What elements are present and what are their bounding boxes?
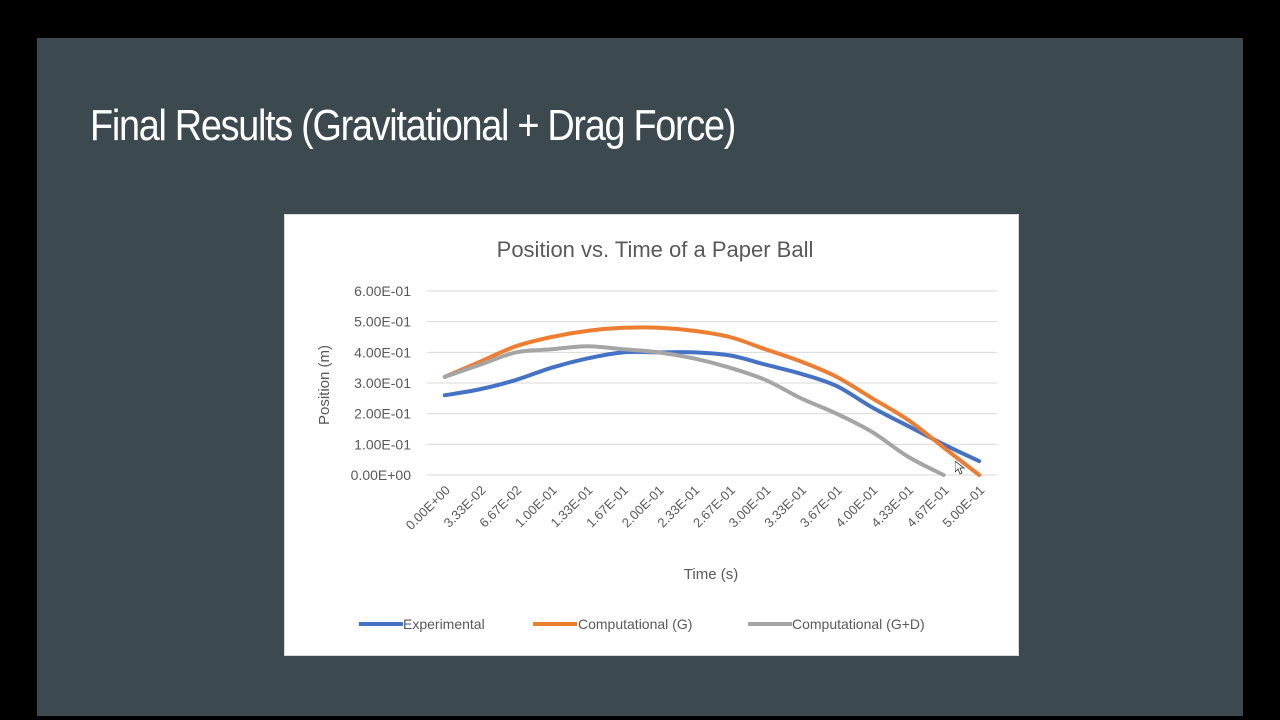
series-lines — [442, 325, 982, 477]
x-axis-tick-labels: 0.00E+003.33E-026.67E-021.00E-011.33E-01… — [403, 483, 988, 533]
legend-item-experimental[interactable]: Experimental — [359, 616, 485, 632]
legend: Experimental Computational (G) Computati… — [359, 616, 925, 632]
series-line-experimental[interactable] — [442, 349, 982, 464]
series-line-computational-g-d[interactable] — [442, 344, 946, 477]
y-tick-label: 3.00E-01 — [354, 375, 411, 391]
legend-item-computational-g-d[interactable]: Computational (G+D) — [748, 616, 925, 632]
slide-title: Final Results (Gravitational + Drag Forc… — [90, 101, 736, 150]
series-line-computational-g[interactable] — [442, 325, 982, 477]
svg-text:Computational (G): Computational (G) — [578, 616, 692, 632]
y-tick-label: 2.00E-01 — [354, 406, 411, 422]
y-axis-tick-labels: 0.00E+00 1.00E-01 2.00E-01 3.00E-01 4.00E-01… — [351, 283, 412, 483]
y-tick-label: 4.00E-01 — [354, 344, 411, 360]
svg-text:Computational (G+D): Computational (G+D) — [792, 616, 925, 632]
slide: Final Results (Gravitational + Drag Forc… — [37, 38, 1243, 716]
y-axis-label: Position (m) — [316, 345, 333, 425]
svg-text:Experimental: Experimental — [403, 616, 485, 632]
chart-title: Position vs. Time of a Paper Ball — [497, 237, 814, 262]
y-tick-label: 0.00E+00 — [351, 467, 412, 483]
chart-container[interactable]: Position vs. Time of a Paper Ball 0.00E+… — [284, 214, 1019, 656]
x-axis-label: Time (s) — [684, 566, 738, 583]
y-tick-label: 1.00E-01 — [354, 436, 411, 452]
y-tick-label: 5.00E-01 — [354, 314, 411, 330]
mouse-cursor-icon — [955, 461, 965, 475]
line-chart: Position vs. Time of a Paper Ball 0.00E+… — [316, 237, 997, 632]
y-tick-label: 6.00E-01 — [354, 283, 411, 299]
legend-item-computational-g[interactable]: Computational (G) — [533, 616, 692, 632]
